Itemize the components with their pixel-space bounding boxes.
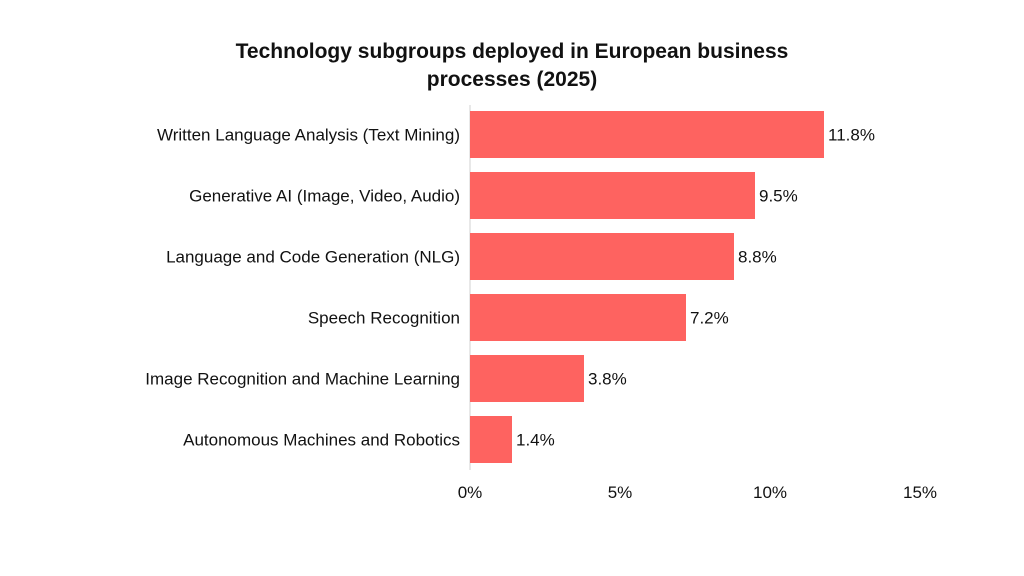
data-label: 7.2%: [690, 309, 729, 328]
chart-title-line-1: Technology subgroups deployed in Europea…: [235, 40, 789, 63]
category-label: Speech Recognition: [308, 309, 460, 328]
data-label: 9.5%: [759, 187, 798, 206]
bar: [470, 233, 734, 280]
data-label: 8.8%: [738, 248, 777, 267]
category-label: Image Recognition and Machine Learning: [145, 370, 460, 389]
x-tick-label: 10%: [753, 483, 787, 502]
bar: [470, 172, 755, 219]
category-label: Autonomous Machines and Robotics: [183, 431, 460, 450]
data-label: 1.4%: [516, 431, 555, 450]
category-label: Written Language Analysis (Text Mining): [157, 126, 460, 145]
x-tick-label: 15%: [903, 483, 937, 502]
chart-title: Technology subgroups deployed in Europea…: [0, 38, 1024, 94]
data-label: 3.8%: [588, 370, 627, 389]
category-label: Language and Code Generation (NLG): [166, 248, 460, 267]
bar: [470, 111, 824, 158]
bar: [470, 355, 584, 402]
bar: [470, 294, 686, 341]
data-label: 11.8%: [828, 126, 875, 145]
chart-title-line-2: processes (2025): [426, 68, 598, 91]
x-tick-label: 5%: [608, 483, 633, 502]
category-label: Generative AI (Image, Video, Audio): [189, 187, 460, 206]
bar: [470, 416, 512, 463]
x-tick-label: 0%: [458, 483, 483, 502]
